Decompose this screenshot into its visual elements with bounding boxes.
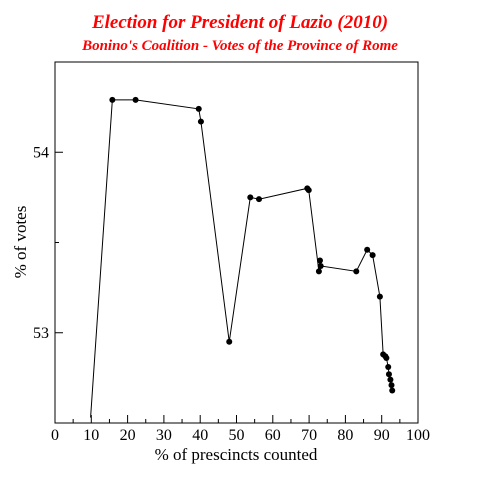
data-point [315, 268, 322, 275]
data-point [256, 196, 263, 203]
y-axis-ticks: 53 54 [33, 61, 63, 424]
data-point [388, 382, 395, 389]
y-tick-label: 54 [33, 144, 49, 161]
data-point [197, 118, 204, 125]
data-point [389, 387, 396, 394]
x-axis-ticks: 0 10 20 30 40 50 60 70 80 90 100 [51, 415, 430, 444]
x-tick-label: 40 [192, 427, 208, 444]
x-tick-label: 50 [229, 427, 245, 444]
x-tick-label: 80 [337, 427, 353, 444]
data-point [316, 257, 323, 264]
data-point [247, 194, 254, 201]
data-point [383, 355, 390, 362]
data-point [387, 376, 394, 383]
data-point [226, 338, 233, 345]
data-point [317, 262, 324, 269]
y-tick-label: 53 [33, 325, 49, 342]
plot-frame [54, 61, 419, 424]
data-point [109, 96, 116, 103]
data-point [376, 293, 383, 300]
y-axis-label: % of votes [11, 206, 30, 279]
x-tick-label: 70 [301, 427, 317, 444]
x-tick-label: 10 [83, 427, 99, 444]
x-axis-label: % of prescincts counted [155, 445, 318, 464]
chart-subtitle: Bonino's Coalition - Votes of the Provin… [81, 38, 398, 54]
x-tick-label: 100 [406, 427, 430, 444]
chart-title: Election for President of Lazio (2010) [91, 12, 388, 33]
series-layer [90, 96, 396, 418]
x-tick-label: 30 [156, 427, 172, 444]
x-tick-label: 0 [51, 427, 59, 444]
data-point [385, 364, 392, 371]
x-tick-label: 20 [120, 427, 136, 444]
x-tick-label: 60 [265, 427, 281, 444]
data-point [364, 246, 371, 253]
series-line [90, 99, 393, 418]
data-point [385, 371, 392, 378]
data-point [195, 105, 202, 112]
x-tick-label: 90 [374, 427, 390, 444]
data-point [305, 187, 312, 194]
data-point [353, 268, 360, 275]
data-point [132, 96, 139, 103]
data-point [369, 252, 376, 259]
